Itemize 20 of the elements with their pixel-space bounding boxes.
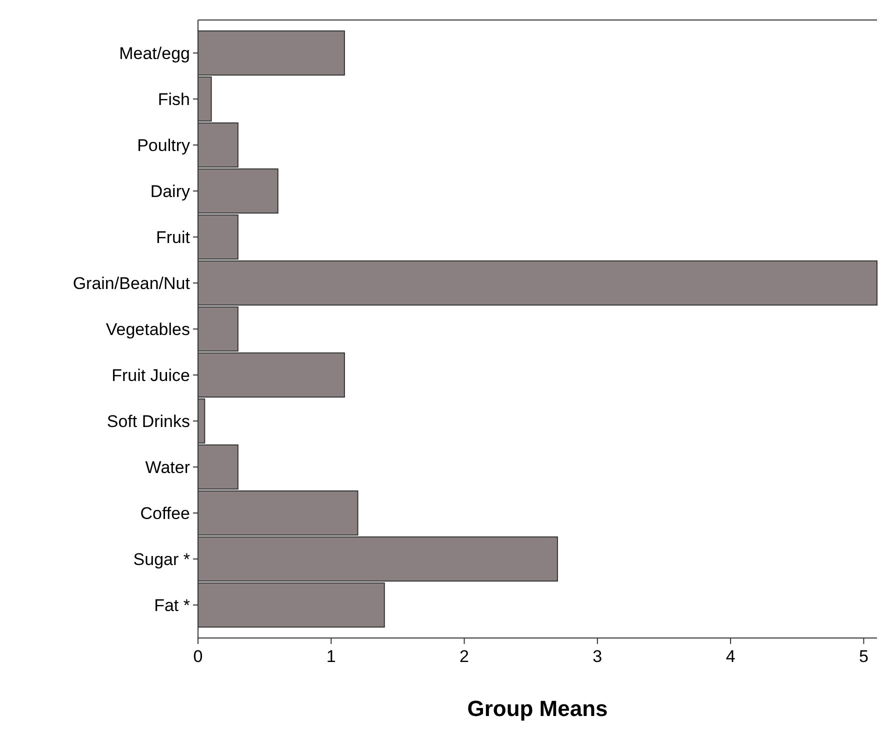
x-tick-label: 4 — [726, 647, 736, 666]
y-tick-label: Coffee — [140, 504, 190, 523]
y-tick-label: Poultry — [137, 136, 190, 155]
y-tick-label: Sugar * — [133, 550, 190, 569]
y-tick-label: Water — [145, 458, 190, 477]
x-tick-label: 5 — [858, 647, 868, 666]
x-tick-label: 0 — [193, 647, 203, 666]
y-tick-label: Grain/Bean/Nut — [72, 274, 190, 293]
y-tick-label: Dairy — [150, 182, 190, 201]
y-tick-label: Fruit — [156, 228, 190, 247]
y-tick-label: Fish — [158, 90, 190, 109]
x-tick-label: 3 — [592, 647, 602, 666]
y-tick-label: Soft Drinks — [106, 412, 190, 431]
y-tick-label: Fat * — [154, 596, 190, 615]
x-tick-label: 1 — [326, 647, 336, 666]
x-axis-title: Group Means — [467, 696, 608, 721]
y-tick-label: Vegetables — [106, 320, 190, 339]
y-tick-label: Fruit Juice — [112, 366, 190, 385]
x-tick-label: 2 — [460, 647, 470, 666]
y-tick-label: Meat/egg — [119, 44, 190, 63]
